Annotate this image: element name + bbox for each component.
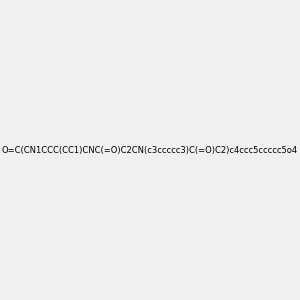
Text: O=C(CN1CCC(CC1)CNC(=O)C2CN(c3ccccc3)C(=O)C2)c4ccc5ccccc5o4: O=C(CN1CCC(CC1)CNC(=O)C2CN(c3ccccc3)C(=O…	[2, 146, 298, 154]
